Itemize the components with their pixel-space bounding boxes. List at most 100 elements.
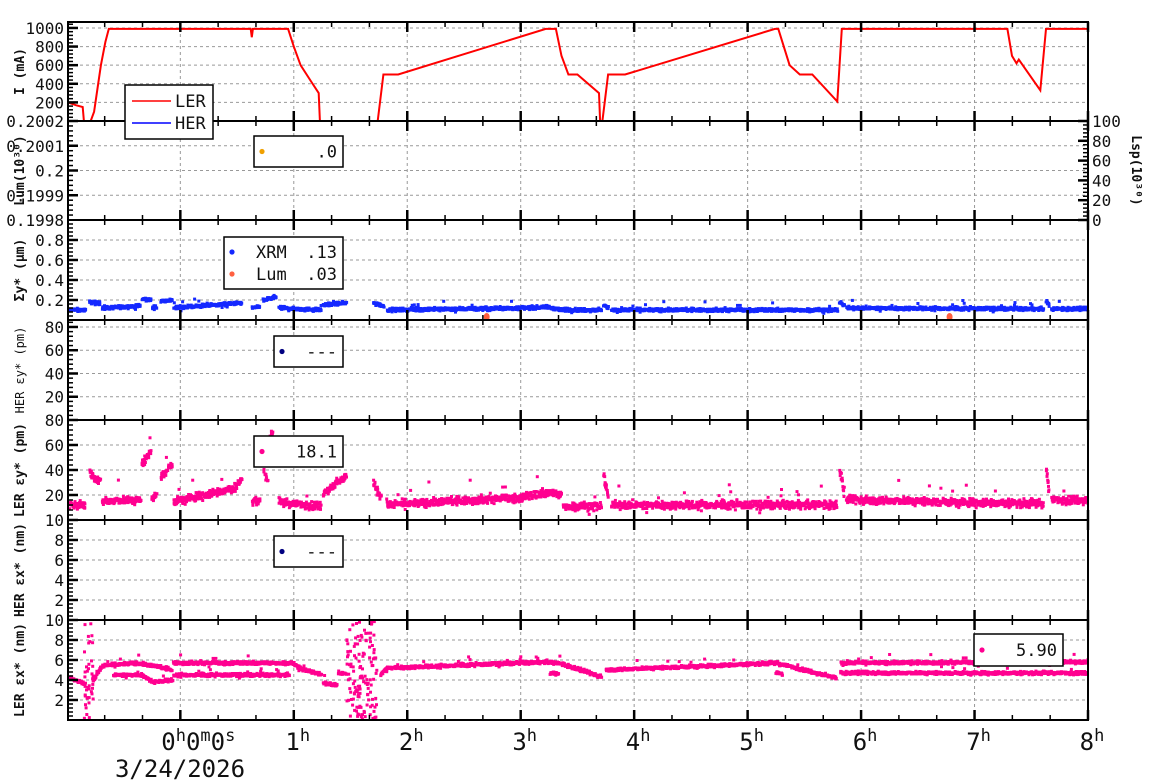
data-point xyxy=(482,500,486,504)
data-point xyxy=(200,497,203,501)
data-point xyxy=(481,309,485,312)
data-point xyxy=(591,507,595,511)
data-point xyxy=(843,303,846,307)
data-point xyxy=(586,503,590,507)
data-point xyxy=(164,473,168,477)
data-point xyxy=(606,305,610,308)
data-point xyxy=(291,499,295,503)
data-point xyxy=(533,492,537,496)
data-point xyxy=(556,494,560,498)
data-point xyxy=(726,507,730,511)
data-point xyxy=(777,503,781,507)
data-point xyxy=(96,478,100,482)
data-point xyxy=(826,310,830,314)
data-point xyxy=(235,487,239,490)
data-point xyxy=(610,505,614,509)
data-point xyxy=(332,300,335,303)
data-point xyxy=(403,503,406,507)
data-point xyxy=(604,485,608,489)
data-point xyxy=(804,502,808,505)
data-point xyxy=(278,496,282,500)
data-point xyxy=(1047,304,1051,308)
data-point xyxy=(89,474,93,478)
data-point xyxy=(834,503,838,507)
data-point xyxy=(412,303,416,307)
data-point xyxy=(606,307,610,311)
data-point xyxy=(631,304,635,308)
data-point xyxy=(155,492,159,496)
data-point xyxy=(831,504,835,508)
data-point xyxy=(735,504,739,508)
data-point xyxy=(143,454,147,458)
data-point xyxy=(396,306,400,310)
data-point xyxy=(437,503,441,506)
data-point xyxy=(605,488,609,492)
data-point xyxy=(139,498,143,502)
data-point xyxy=(92,301,96,305)
data-point xyxy=(162,475,166,479)
data-point xyxy=(318,505,322,509)
data-point xyxy=(382,305,386,309)
data-point xyxy=(730,503,734,507)
data-point xyxy=(835,307,839,311)
data-point xyxy=(764,502,768,506)
data-point xyxy=(822,311,826,315)
data-point xyxy=(103,500,107,504)
data-point xyxy=(93,303,97,307)
data-point xyxy=(503,496,507,500)
data-point xyxy=(231,490,235,494)
data-point xyxy=(385,500,389,504)
data-point xyxy=(151,498,155,501)
data-point xyxy=(413,504,417,508)
data-point xyxy=(828,507,832,510)
data-point xyxy=(771,301,775,305)
data-point xyxy=(798,500,802,504)
data-point xyxy=(529,491,533,494)
data-point xyxy=(838,468,842,472)
data-point xyxy=(295,499,299,503)
data-point xyxy=(454,497,458,501)
data-point xyxy=(474,501,478,505)
data-point xyxy=(344,473,348,477)
data-point xyxy=(326,490,330,494)
data-point xyxy=(202,492,205,496)
data-point xyxy=(758,508,762,512)
data-point xyxy=(685,499,689,503)
data-point xyxy=(850,494,854,498)
data-point xyxy=(176,495,180,499)
data-point xyxy=(791,501,794,505)
data-point xyxy=(450,495,453,498)
data-point xyxy=(270,431,274,435)
data-point xyxy=(256,502,260,506)
data-point xyxy=(742,506,746,510)
data-point xyxy=(220,306,224,309)
data-point xyxy=(712,506,716,510)
data-point xyxy=(181,300,185,304)
data-point xyxy=(546,489,550,493)
data-point xyxy=(81,307,85,311)
data-point xyxy=(564,309,567,313)
data-point xyxy=(833,506,837,510)
data-point xyxy=(322,493,326,497)
data-point xyxy=(126,501,130,505)
data-point xyxy=(796,501,800,505)
data-point xyxy=(1042,307,1046,311)
data-point xyxy=(284,500,288,504)
data-point xyxy=(516,497,520,501)
data-point xyxy=(451,501,455,505)
data-point xyxy=(810,504,814,508)
data-point xyxy=(813,507,817,511)
data-point xyxy=(714,506,717,510)
data-point xyxy=(842,489,846,493)
data-point xyxy=(565,506,569,510)
data-point xyxy=(699,509,703,513)
data-point xyxy=(684,306,688,310)
data-point xyxy=(290,307,294,311)
panel-current-marks xyxy=(68,27,1088,121)
data-point xyxy=(403,307,407,311)
data-point xyxy=(170,298,174,302)
data-point xyxy=(473,496,477,500)
data-point xyxy=(287,500,291,504)
data-point xyxy=(439,503,443,507)
data-point xyxy=(589,502,592,506)
